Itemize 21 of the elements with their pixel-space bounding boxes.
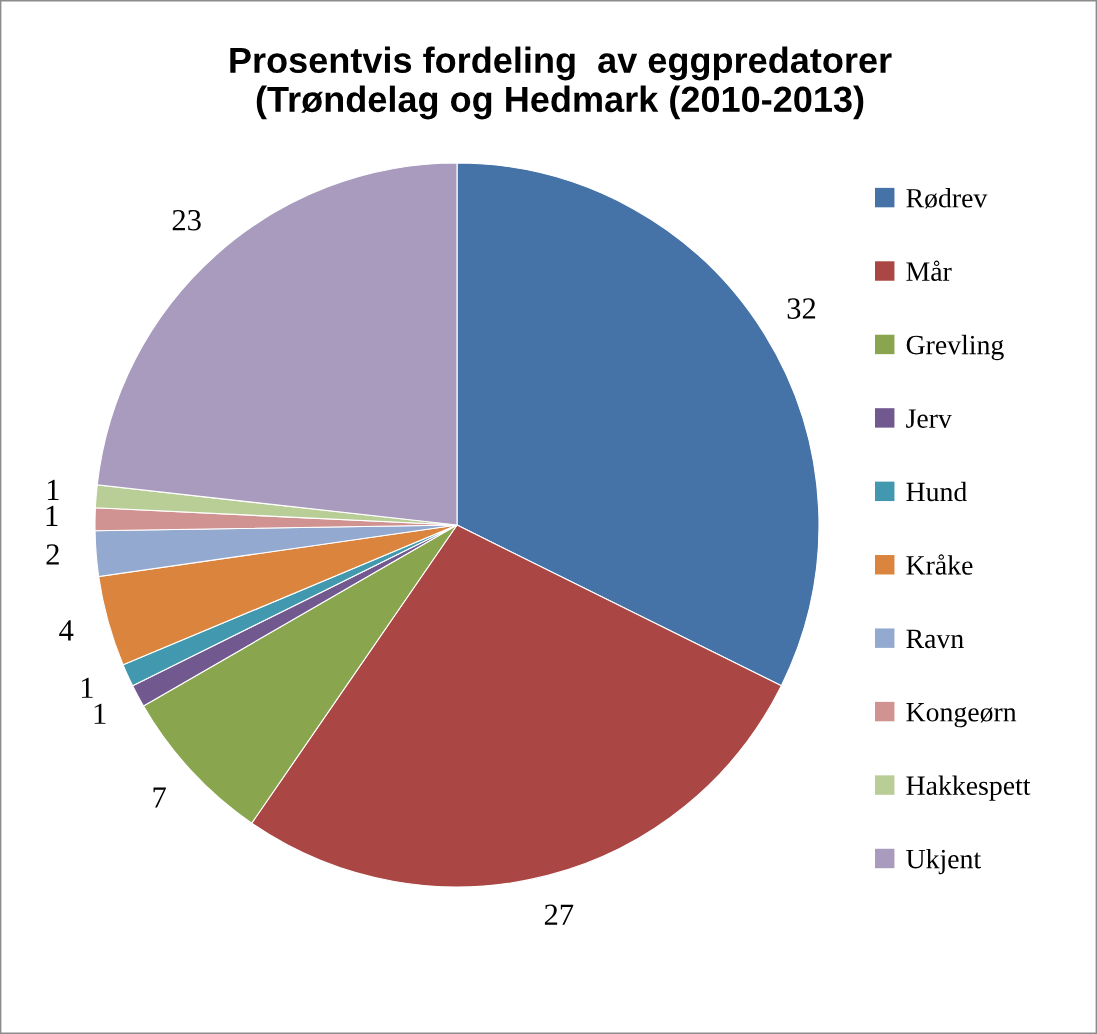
data-label: 1 bbox=[81, 677, 93, 698]
data-label: 32 bbox=[787, 298, 816, 319]
legend-label: Rødrev bbox=[906, 188, 988, 209]
data-label: 2 bbox=[46, 544, 59, 565]
data-label: 23 bbox=[172, 209, 201, 231]
legend-label: Kongeørn bbox=[906, 703, 1017, 728]
legend-label: Ukjent bbox=[906, 848, 981, 875]
data-label: 1 bbox=[94, 703, 106, 724]
legend-label: Hund bbox=[906, 481, 967, 502]
chart-title: Prosentvis fordeling av eggpredatorer (Trøndelag og Hedmark (2010-2013) bbox=[230, 46, 892, 120]
data-label: 27 bbox=[544, 904, 574, 925]
data-label: 7 bbox=[153, 787, 166, 808]
legend-label: Grevling bbox=[906, 334, 1004, 361]
legend-label: Kråke bbox=[906, 554, 973, 575]
data-label: 1 bbox=[47, 479, 59, 500]
legend-label: Mår bbox=[906, 260, 952, 281]
legend-label: Jerv bbox=[906, 409, 952, 428]
legend-label: Hakkespett bbox=[906, 775, 1031, 801]
legend-label: Ravn bbox=[906, 629, 964, 649]
data-label: 4 bbox=[59, 620, 74, 641]
data-label: 1 bbox=[46, 505, 58, 526]
